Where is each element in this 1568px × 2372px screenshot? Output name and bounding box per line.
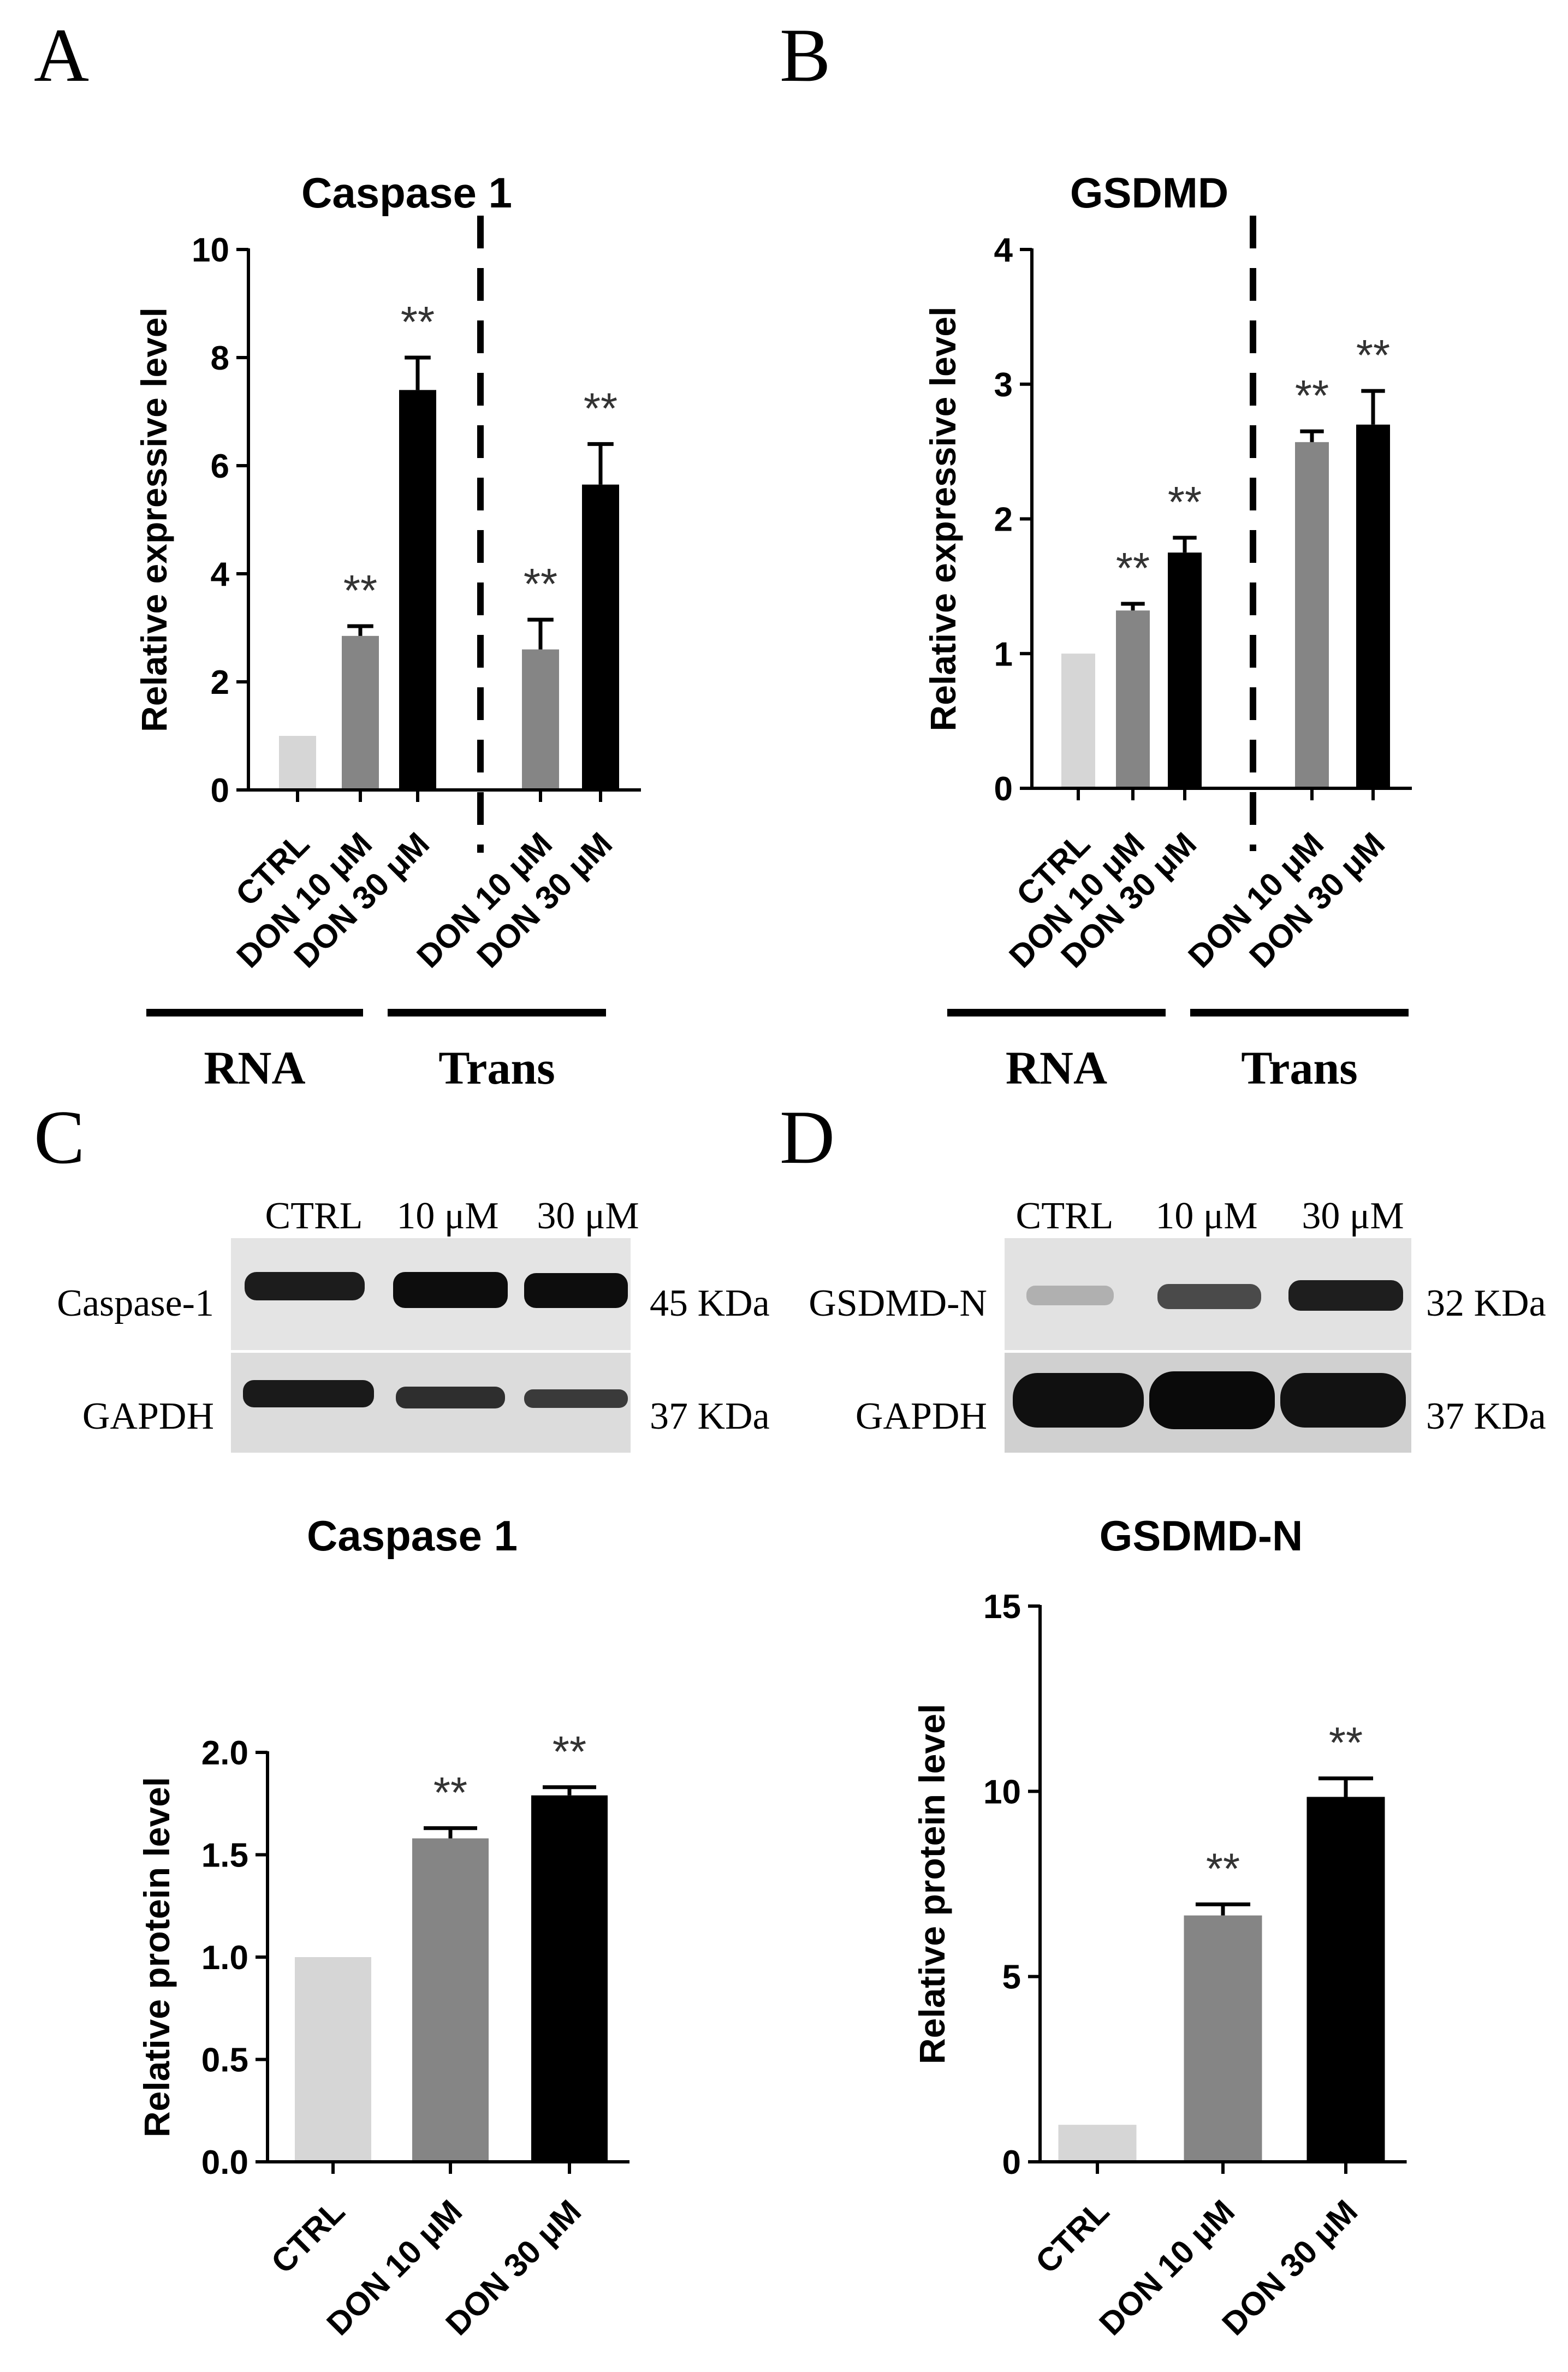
significance-marker: **: [1168, 478, 1202, 526]
blot-row-label: GAPDH: [82, 1395, 214, 1437]
y-tick-label: 2: [994, 501, 1013, 539]
blot-size-label: 37 KDa: [1426, 1395, 1546, 1437]
blot-band: [524, 1389, 628, 1408]
blot-band: [1280, 1373, 1406, 1428]
y-tick-label: 0: [1002, 2144, 1021, 2181]
bar: [1061, 653, 1095, 788]
panel-letter-a: A: [34, 13, 89, 98]
blot-band: [1026, 1286, 1114, 1305]
blot-lane-label: CTRL: [265, 1195, 363, 1237]
chart-title: Caspase 1: [301, 169, 512, 217]
chart-title: GSDMD-N: [1100, 1512, 1303, 1560]
bar: [1356, 424, 1390, 788]
blot-band: [1013, 1373, 1144, 1428]
significance-marker: **: [524, 560, 557, 608]
group-label: RNA: [1006, 1042, 1107, 1094]
blot-lane-label: 30 μM: [1302, 1195, 1404, 1237]
blot-row-label: Caspase-1: [57, 1282, 214, 1324]
blot-size-label: 37 KDa: [650, 1395, 770, 1437]
y-tick-label: 10: [192, 231, 229, 269]
significance-marker: **: [1295, 371, 1329, 420]
bar: [1306, 1797, 1385, 2162]
western-blot-c: CTRL 10 μM 30 μM Caspase-1 GAPDH 45 KDa …: [57, 1195, 770, 1453]
chart-a: Caspase 1 Relative expressive level 0 2 4 6 8 1…: [134, 169, 641, 1094]
group-label: RNA: [204, 1042, 305, 1094]
y-tick-label: 5: [1002, 1959, 1021, 1996]
y-tick-label: 1: [994, 635, 1013, 673]
blot-band: [1157, 1284, 1261, 1309]
bar: [412, 1838, 489, 2162]
significance-marker: **: [1356, 331, 1390, 379]
y-tick-label: 0: [211, 772, 229, 810]
bar: [522, 649, 559, 790]
panel-letter-d: D: [780, 1095, 835, 1180]
y-tick-label: 2: [211, 664, 229, 702]
bar: [1058, 2125, 1137, 2162]
y-axis-label: Relative expressive level: [923, 307, 963, 732]
y-tick-label: 2.0: [201, 1734, 248, 1772]
panel-letter-b: B: [780, 13, 830, 98]
y-tick-label: 0.0: [201, 2144, 248, 2181]
blot-band: [1149, 1371, 1275, 1429]
y-tick-label: 4: [994, 231, 1013, 269]
y-tick-label: 1.0: [201, 1939, 248, 1977]
y-tick-label: 1.5: [201, 1837, 248, 1875]
significance-marker: **: [401, 298, 435, 346]
blot-lane-label: 30 μM: [537, 1195, 639, 1237]
bar: [1295, 442, 1329, 788]
blot-band: [245, 1272, 365, 1300]
y-axis-label: Relative expressive level: [134, 307, 174, 732]
chart-c: Caspase 1 Relative protein level 0.0 0.5 1.0…: [136, 1512, 629, 2343]
blot-lane-label: 10 μM: [1155, 1195, 1257, 1237]
y-tick-label: 10: [983, 1773, 1021, 1811]
blot-size-label: 32 KDa: [1426, 1282, 1546, 1324]
bar: [279, 736, 316, 790]
y-axis-label: Relative protein level: [912, 1704, 952, 2064]
group-label: Trans: [1241, 1042, 1357, 1094]
y-tick-label: 3: [994, 366, 1013, 404]
blot-size-label: 45 KDa: [650, 1282, 770, 1324]
significance-marker: **: [1329, 1719, 1363, 1767]
y-tick-label: 15: [983, 1588, 1021, 1626]
x-tick-label: CTRL: [264, 2193, 352, 2280]
y-tick-label: 6: [211, 448, 229, 485]
blot-band: [1288, 1280, 1403, 1311]
blot-band: [524, 1273, 628, 1308]
y-tick-label: 4: [211, 556, 230, 593]
y-tick-label: 0.5: [201, 2042, 248, 2079]
y-axis-label: Relative protein level: [136, 1777, 177, 2137]
bar: [582, 484, 619, 790]
bar: [531, 1795, 608, 2162]
blot-row-label: GAPDH: [856, 1395, 987, 1437]
chart-title: GSDMD: [1070, 169, 1228, 217]
bar: [1116, 610, 1150, 788]
blot-band: [243, 1380, 374, 1407]
blot-band: [393, 1272, 508, 1308]
significance-marker: **: [553, 1727, 586, 1776]
significance-marker: **: [1116, 544, 1150, 592]
bar: [1184, 1915, 1262, 2162]
group-label: Trans: [438, 1042, 555, 1094]
x-tick-label: CTRL: [1029, 2193, 1116, 2280]
blot-lane-label: 10 μM: [396, 1195, 498, 1237]
significance-marker: **: [584, 384, 617, 432]
western-blot-d: CTRL 10 μM 30 μM GSDMD-N GAPDH 32 KDa 37…: [809, 1195, 1546, 1453]
blot-row-label: GSDMD-N: [809, 1282, 987, 1324]
blot-band: [396, 1387, 505, 1408]
significance-marker: **: [433, 1768, 467, 1817]
chart-d: GSDMD-N Relative protein level 0 5 10 15 CTRL *…: [912, 1512, 1407, 2343]
y-tick-label: 8: [211, 340, 229, 377]
blot-lane-label: CTRL: [1016, 1195, 1114, 1237]
significance-marker: **: [1206, 1844, 1240, 1893]
significance-marker: **: [343, 566, 377, 615]
bar: [295, 1957, 371, 2162]
y-tick-label: 0: [994, 770, 1013, 808]
bar: [342, 635, 379, 790]
bar: [399, 390, 436, 790]
panel-letter-c: C: [34, 1095, 85, 1180]
chart-title: Caspase 1: [307, 1512, 518, 1560]
bar: [1168, 552, 1202, 788]
